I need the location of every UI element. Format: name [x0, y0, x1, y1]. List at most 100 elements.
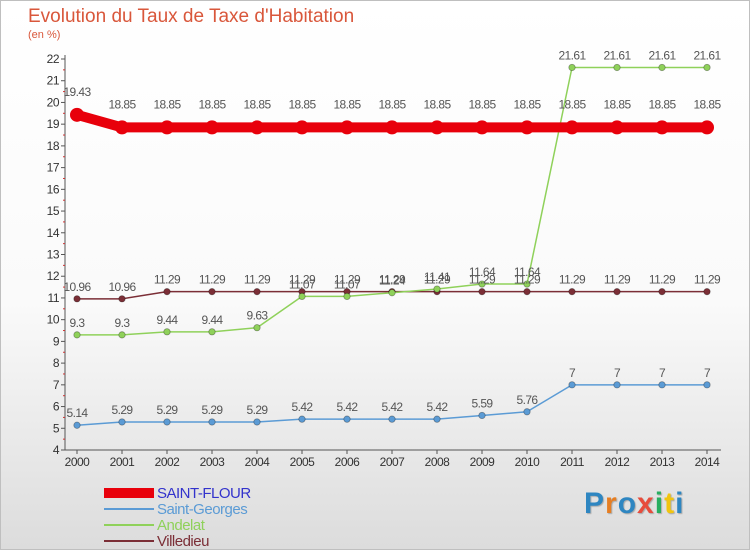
data-point: [388, 289, 396, 297]
data-label: 11.29: [289, 273, 316, 287]
y-tick-label: 20: [47, 95, 60, 109]
data-point: [478, 288, 486, 296]
legend-item: Villedieu: [104, 533, 209, 550]
x-tick-label: 2002: [155, 455, 181, 469]
legend-label: SAINT-FLOUR: [157, 484, 251, 502]
data-label: 18.85: [108, 97, 136, 111]
data-label: 5.76: [517, 393, 539, 407]
data-point: [613, 381, 621, 389]
data-point: [343, 415, 351, 423]
y-tick-label: 6: [53, 400, 60, 414]
data-label: 21.61: [648, 48, 676, 62]
data-point: [703, 63, 711, 72]
data-point: [385, 120, 399, 135]
x-tick-label: 2014: [695, 455, 721, 469]
data-point: [568, 63, 576, 72]
data-point: [208, 328, 216, 336]
data-point: [253, 288, 261, 296]
data-label: 5.42: [337, 400, 359, 414]
data-label: 7: [659, 366, 666, 380]
data-label: 11.29: [469, 273, 496, 287]
data-point: [340, 120, 354, 135]
data-label: 7: [704, 366, 711, 380]
y-tick-label: 14: [47, 226, 60, 240]
legend-item: SAINT-FLOUR: [104, 484, 251, 502]
chart-title: Evolution du Taux de Taxe d'Habitation: [28, 6, 355, 27]
data-point: [568, 288, 576, 296]
data-label: 7: [614, 366, 621, 380]
data-label: 21.61: [558, 48, 586, 62]
data-label: 10.96: [63, 280, 91, 294]
data-label: 18.85: [558, 97, 586, 111]
data-point: [253, 418, 261, 426]
data-point: [298, 415, 306, 423]
data-label: 9.44: [157, 313, 179, 327]
y-tick-label: 15: [47, 204, 60, 218]
data-point: [613, 63, 621, 72]
data-label: 5.29: [157, 403, 179, 417]
data-label: 11.29: [649, 273, 676, 287]
data-label: 18.85: [603, 97, 631, 111]
x-tick-label: 2008: [425, 455, 451, 469]
data-label: 18.85: [468, 97, 496, 111]
legend-item: Andelat: [104, 516, 205, 534]
data-point: [163, 328, 171, 336]
data-point: [70, 107, 84, 122]
data-point: [478, 411, 486, 420]
data-label: 11.41: [424, 270, 451, 284]
x-tick-label: 2003: [200, 455, 226, 469]
data-point: [160, 120, 174, 135]
data-point: [613, 288, 621, 296]
y-tick-label: 21: [47, 74, 60, 88]
data-label: 5.42: [292, 400, 314, 414]
data-label: 11.29: [199, 273, 226, 287]
data-label: 11.24: [379, 274, 406, 288]
data-point: [700, 120, 714, 135]
data-label: 11.29: [379, 273, 406, 287]
data-label: 18.85: [513, 97, 541, 111]
data-label: 11.29: [334, 273, 361, 287]
logo-letter: t: [664, 487, 676, 520]
data-label: 9.3: [70, 316, 86, 330]
data-point: [388, 415, 396, 423]
data-label: 21.61: [693, 48, 721, 62]
logo-letter: x: [637, 487, 655, 520]
legend-swatch: [104, 508, 154, 510]
data-point: [703, 381, 711, 389]
data-label: 18.85: [378, 97, 406, 111]
x-tick-label: 2012: [605, 455, 631, 469]
data-label: 11.29: [559, 273, 586, 287]
legend-label: Andelat: [157, 516, 205, 534]
logo-letter: r: [605, 487, 618, 520]
data-point: [523, 280, 531, 288]
data-point: [163, 418, 171, 426]
data-point: [568, 381, 576, 389]
data-point: [658, 288, 666, 296]
y-tick-label: 19: [47, 117, 60, 131]
proxiti-logo: Proxiti: [584, 487, 684, 521]
data-label: 11.29: [694, 273, 721, 287]
data-label: 18.85: [648, 97, 676, 111]
data-point: [610, 120, 624, 135]
y-tick-label: 11: [48, 291, 60, 305]
data-point: [475, 120, 489, 135]
data-label: 9.3: [115, 316, 131, 330]
data-label: 18.85: [243, 97, 271, 111]
logo-letter: P: [584, 487, 606, 520]
y-tick-label: 17: [47, 161, 60, 175]
x-tick-label: 2013: [650, 455, 676, 469]
data-label: 11.64: [514, 265, 541, 279]
x-tick-label: 2005: [290, 455, 316, 469]
x-tick-label: 2007: [380, 455, 406, 469]
data-label: 19.43: [63, 85, 91, 99]
y-tick-label: 4: [53, 443, 60, 457]
data-point: [430, 120, 444, 135]
logo-letter: o: [617, 487, 638, 520]
data-point: [208, 418, 216, 426]
data-point: [433, 415, 441, 423]
data-point: [520, 120, 534, 135]
data-point: [250, 120, 264, 135]
legend-item: Saint-Georges: [104, 501, 248, 518]
